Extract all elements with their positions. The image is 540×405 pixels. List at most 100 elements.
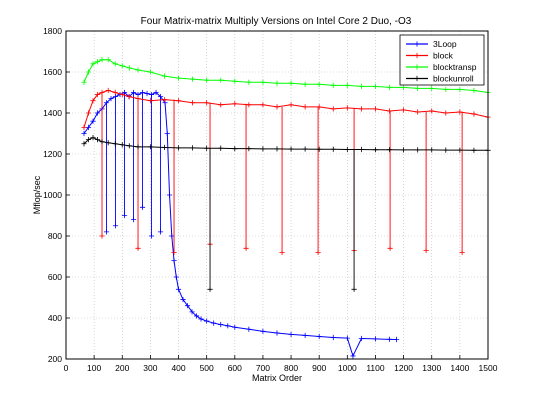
series-3loop-marker: [144, 90, 150, 97]
series-blockunroll-marker: [119, 142, 125, 148]
series-blockunroll-marker: [147, 144, 153, 150]
series-blockunroll-marker: [274, 146, 280, 152]
series-blocktransp: [81, 57, 491, 96]
x-tick-label: 1500: [479, 363, 498, 373]
series-block-marker: [401, 107, 407, 113]
series-3loop-marker: [246, 326, 252, 332]
series-blocktransp-marker: [126, 65, 132, 71]
series-block-marker: [161, 97, 168, 103]
series-3loop-marker: [288, 331, 294, 337]
series-3loop-marker: [350, 353, 356, 359]
series-blockunroll-marker: [386, 147, 393, 153]
series-3loop-marker: [316, 333, 322, 340]
series-3loop-marker: [169, 233, 175, 239]
series-blocktransp-marker: [260, 79, 266, 85]
legend-block-marker: [414, 52, 420, 59]
series-3loop-marker: [386, 336, 393, 342]
series-3loop-marker: [225, 323, 231, 329]
series-blocktransp-marker: [471, 87, 477, 94]
series-block-marker: [175, 98, 182, 104]
series-block-marker: [112, 89, 118, 96]
legend-blocktransp-marker: [414, 64, 420, 70]
series-blocktransp-marker: [175, 75, 182, 81]
x-tick-label: 1400: [450, 363, 469, 373]
series-blockunroll-marker: [415, 147, 421, 153]
series-blocktransp-marker: [401, 84, 407, 90]
series-blockunroll-marker: [232, 146, 238, 152]
y-tick-label: 1200: [43, 149, 62, 159]
series-blocktransp-marker: [274, 80, 280, 86]
series-blockunroll-marker: [175, 145, 182, 151]
series-3loop-dip-marker: [103, 229, 110, 235]
series-blockunroll-marker: [218, 145, 224, 151]
series-line-3loop: [83, 91, 397, 358]
series-block-dip-marker: [135, 245, 141, 251]
series-blockunroll-marker: [288, 146, 294, 152]
series-block-marker: [471, 111, 477, 117]
y-tick-label: 800: [48, 231, 62, 241]
series-blocktransp-marker: [372, 83, 379, 89]
series-block-marker: [274, 104, 280, 110]
series-3loop-marker: [189, 309, 195, 315]
x-axis: 0 100 200 300 400 500 600 700 800 900 1000 1100 1200…: [64, 355, 498, 373]
series-blockunroll-marker: [302, 146, 308, 152]
series-block-marker: [386, 108, 393, 114]
y-tick-label: 1600: [43, 67, 62, 77]
x-tick-label: 800: [284, 363, 298, 373]
series-blockunroll-marker: [90, 135, 96, 141]
series-3loop-marker: [218, 321, 224, 328]
series-3loop-marker: [302, 332, 308, 339]
series-blockunroll-marker: [429, 147, 435, 153]
x-axis-label: Matrix Order: [252, 373, 302, 383]
series-block-dip-marker: [423, 247, 429, 253]
series-blockunroll-marker: [358, 146, 364, 153]
series-block-marker: [302, 104, 308, 110]
series-block-dip-marker: [279, 249, 285, 255]
series-3loop-marker: [164, 130, 170, 137]
series-3loop-marker: [90, 118, 96, 124]
series-blocktransp-marker: [232, 78, 238, 84]
series-block-dip-marker: [171, 249, 177, 255]
series-blockunroll-dip-marker: [351, 286, 357, 292]
series-blockunroll-marker: [401, 147, 407, 153]
series-blocktransp-marker: [81, 79, 87, 85]
y-tick-label: 1800: [43, 26, 62, 36]
series-3loop-marker: [175, 286, 182, 292]
series-block-marker: [330, 106, 336, 112]
series-blockunroll-marker: [161, 144, 168, 151]
series-3loop-dip-marker: [157, 229, 164, 235]
x-tick-label: 1100: [366, 363, 385, 373]
series-blocktransp-marker: [457, 86, 463, 93]
series-block-marker: [415, 109, 421, 115]
series-blocktransp-marker: [190, 76, 196, 82]
series-blocktransp-marker: [316, 81, 322, 87]
series-blocktransp-marker: [246, 79, 252, 85]
series-block-dip-marker: [459, 249, 465, 255]
series-3loop-marker: [344, 335, 350, 341]
series-blockunroll-marker: [204, 145, 210, 151]
series-3loop-marker: [393, 336, 400, 343]
legend-label-3loop: 3Loop: [433, 39, 457, 49]
series-3loop-marker: [153, 89, 159, 96]
series-blocktransp-marker: [94, 59, 101, 65]
series-3loop-marker: [198, 316, 204, 322]
series-blocktransp-marker: [386, 84, 393, 90]
series-blocktransp-marker: [344, 82, 350, 88]
legend-label-blocktransp: blocktransp: [433, 62, 477, 72]
legend-3loop-marker: [414, 41, 420, 47]
series-block-marker: [344, 105, 350, 111]
series-block-marker: [316, 104, 322, 110]
series-3loop: [81, 89, 400, 359]
series-3loop-marker: [108, 96, 114, 102]
series-3loop-marker: [330, 334, 336, 341]
series-block-marker: [190, 100, 196, 106]
series-blockunroll-marker: [443, 147, 449, 153]
series-line-blockunroll: [83, 137, 488, 151]
series-3loop-marker: [173, 274, 179, 280]
series-3loop-marker: [81, 130, 87, 137]
series-3loop-marker: [171, 258, 177, 264]
x-tick-label: 500: [200, 363, 214, 373]
series-block-marker: [85, 110, 92, 116]
series-blocktransp-marker: [204, 77, 210, 83]
series-blockunroll-marker: [457, 147, 463, 153]
